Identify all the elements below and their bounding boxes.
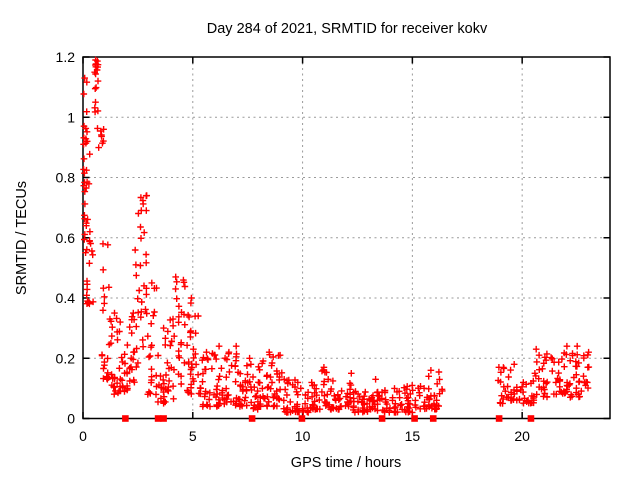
- y-tick-label: 0.6: [56, 230, 76, 246]
- zero-flag-square: [378, 415, 386, 422]
- y-tick-label: 1: [67, 109, 75, 125]
- x-tick-label: 10: [295, 428, 311, 444]
- y-axis-label: SRMTID / TECUs: [14, 181, 30, 295]
- data-points: [80, 56, 593, 422]
- grid-lines: [83, 57, 610, 419]
- zero-flag-square: [122, 415, 129, 422]
- scatter-plus-markers: [80, 56, 593, 416]
- x-tick-label: 15: [405, 428, 421, 444]
- y-tick-label: 0.8: [56, 170, 76, 186]
- x-tick-label: 0: [79, 428, 87, 444]
- chart-title: Day 284 of 2021, SRMTID for receiver kok…: [207, 21, 488, 37]
- x-axis-label: GPS time / hours: [291, 455, 401, 471]
- zero-flag-square: [495, 415, 503, 422]
- tick-labels: 0 5 10 15 20 0 0.2 0.4 0.6 0.8 1 1.2: [56, 49, 531, 444]
- zero-flag-square: [429, 415, 437, 422]
- zero-flag-square: [154, 415, 162, 422]
- x-tick-label: 5: [189, 428, 197, 444]
- y-tick-label: 0.4: [56, 290, 76, 306]
- zero-flag-square: [160, 415, 167, 422]
- plot-border: [82, 56, 611, 420]
- y-tick-label: 0.2: [56, 350, 76, 366]
- y-tick-label: 0: [67, 411, 75, 427]
- zero-flag-square: [298, 415, 306, 422]
- zero-flag-square: [248, 415, 256, 422]
- y-tick-label: 1.2: [56, 49, 76, 65]
- x-tick-label: 20: [514, 428, 530, 444]
- zero-flag-square: [527, 415, 535, 422]
- zero-flag-square: [411, 415, 418, 422]
- plot-frame: [82, 56, 611, 420]
